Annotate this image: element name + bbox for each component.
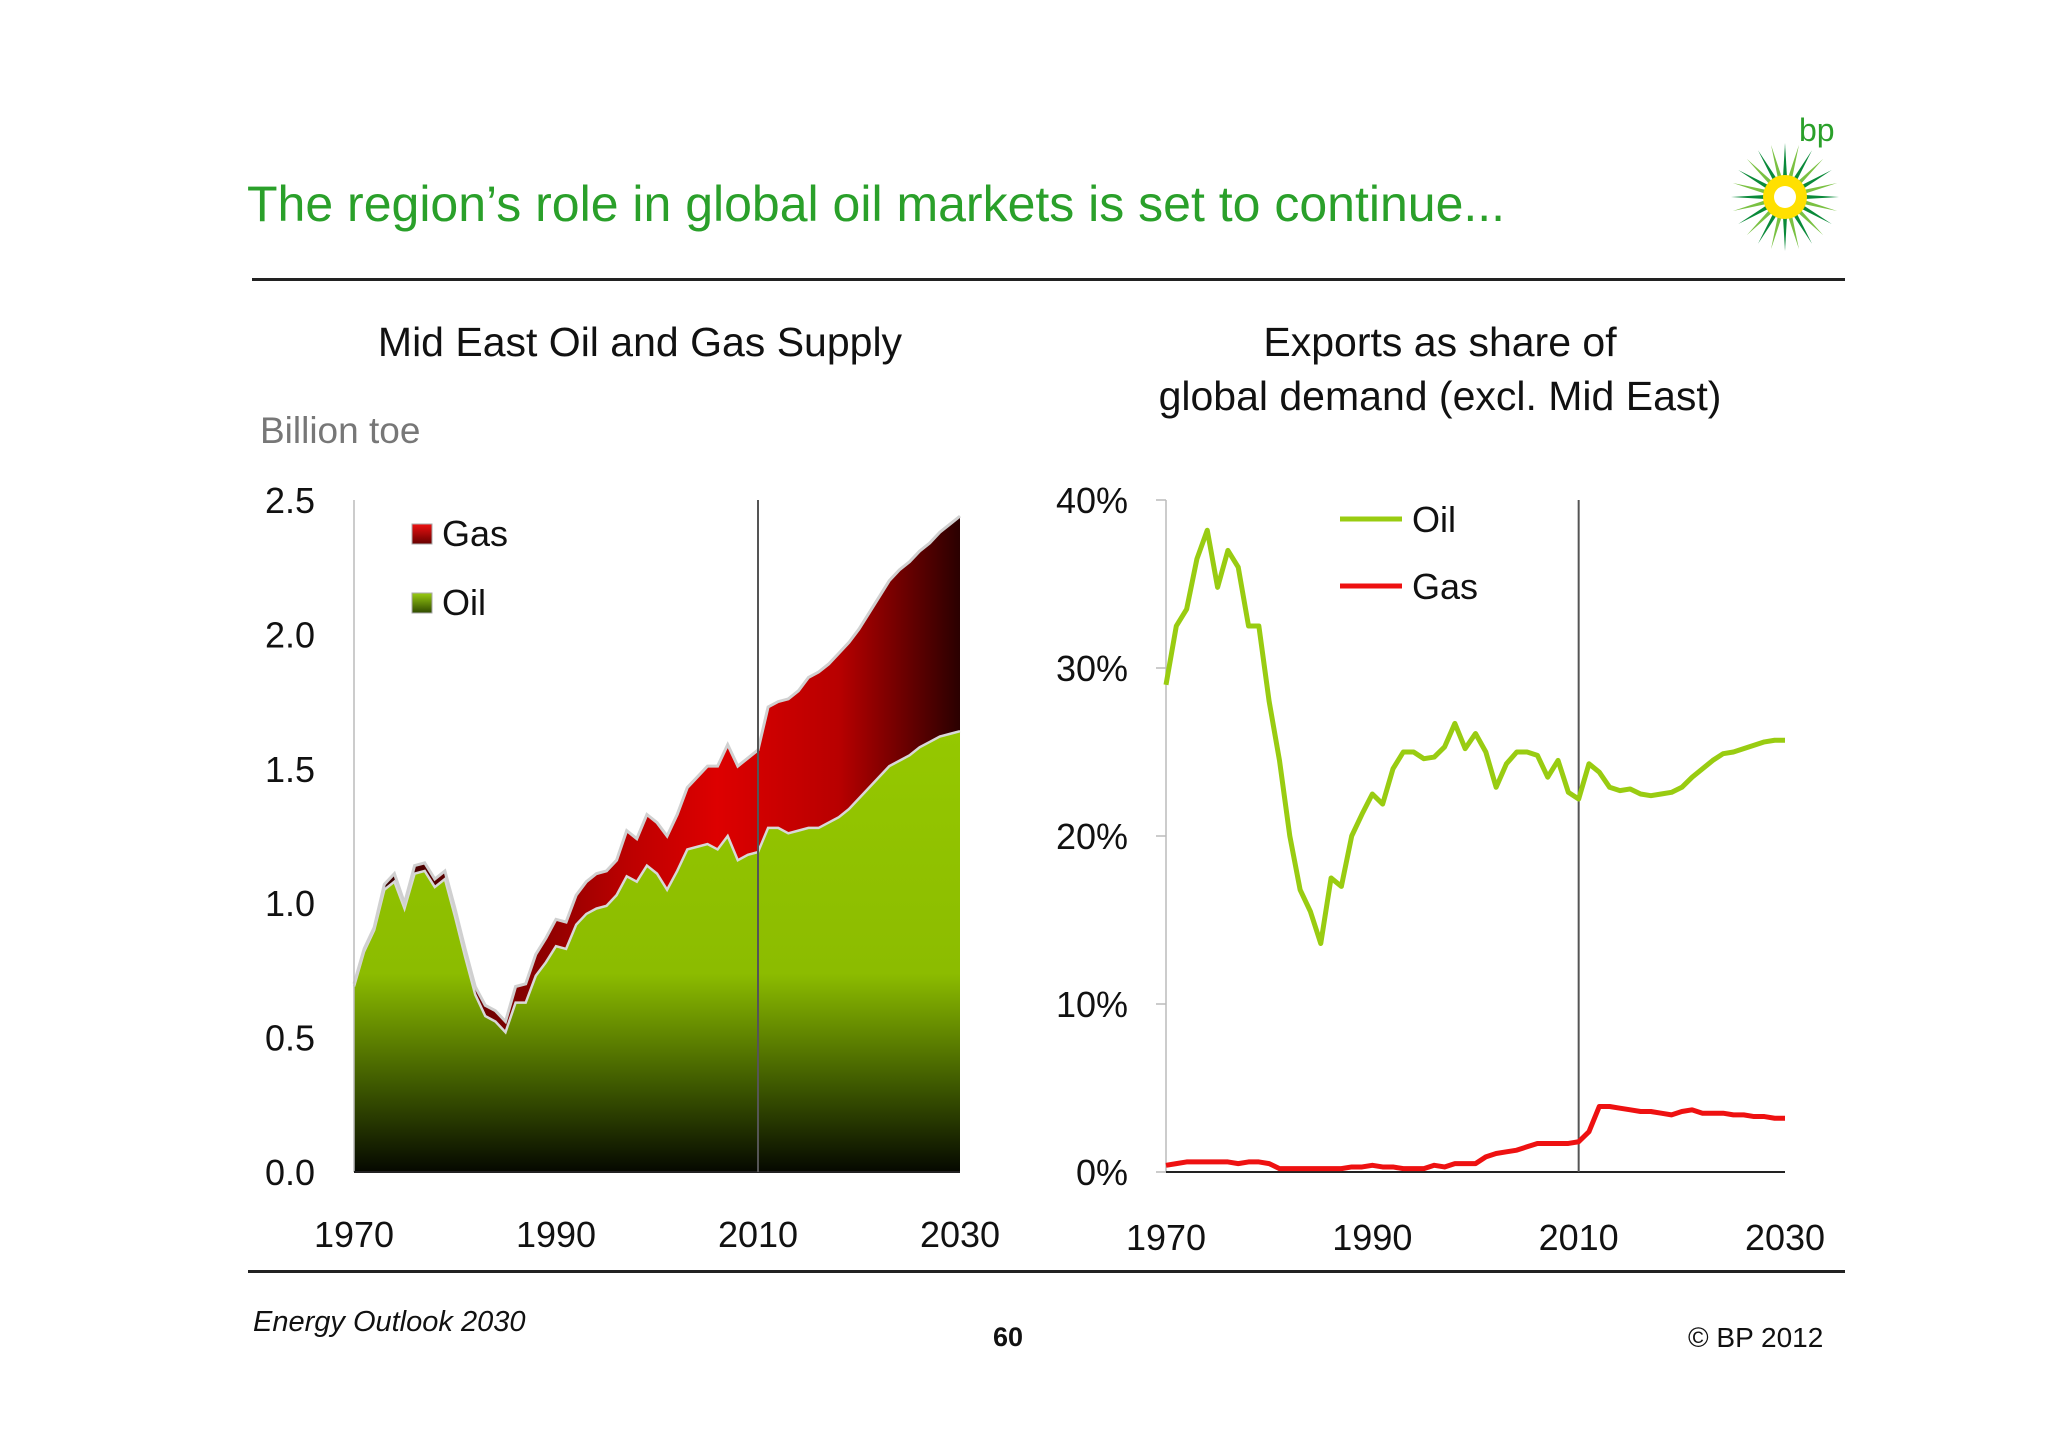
right-y-tick-label: 30% [1056, 648, 1128, 689]
right-y-tick-label: 10% [1056, 984, 1128, 1025]
helios-petal [1786, 144, 1799, 183]
helios-petal [1782, 212, 1788, 251]
helios-petal [1782, 143, 1788, 182]
right-chart-title-line-2: global demand (excl. Mid East) [1158, 373, 1722, 419]
helios-petal [1731, 194, 1770, 200]
footer-publication: Energy Outlook 2030 [253, 1306, 526, 1338]
left-y-tick-label: 2.0 [265, 614, 315, 655]
helios-petal [1800, 194, 1839, 200]
legend-gas-label: Gas [442, 513, 508, 554]
helios-petal [1746, 158, 1776, 188]
page-number: 60 [993, 1322, 1024, 1352]
helios-petal [1794, 206, 1824, 236]
legend-gas-label: Gas [1412, 566, 1478, 607]
gas-area [354, 516, 960, 1033]
helios-petal [1758, 150, 1780, 185]
left-y-tick-label: 0.0 [265, 1152, 315, 1193]
helios-petal [1758, 209, 1780, 244]
left-x-tick-label: 1970 [314, 1214, 394, 1255]
helios-petal [1786, 211, 1799, 250]
helios-center [1774, 186, 1796, 208]
helios-petal [1797, 170, 1832, 192]
right-y-tick-label: 40% [1056, 480, 1128, 521]
slide-title: The region’s role in global oil markets … [247, 176, 1506, 232]
helios-petal [1746, 206, 1776, 236]
left-chart-y-unit: Billion toe [260, 410, 421, 451]
header-rule [252, 278, 1845, 281]
copyright: © BP 2012 [1688, 1322, 1824, 1353]
helios-petal [1790, 150, 1812, 185]
right-x-tick-label: 1970 [1126, 1217, 1206, 1258]
left-x-tick-label: 1990 [516, 1214, 596, 1255]
helios-petal [1771, 211, 1784, 250]
legend-oil-label: Oil [1412, 499, 1456, 540]
left-y-tick-label: 2.5 [265, 480, 315, 521]
legend-oil-swatch [411, 592, 433, 614]
helios-petal [1732, 198, 1771, 211]
oil-export-line [1163, 527, 1785, 947]
right-x-tick-label: 1990 [1332, 1217, 1412, 1258]
oil-area-edge [352, 729, 961, 1035]
helios-petal [1738, 170, 1773, 192]
left-y-tick-label: 1.5 [265, 749, 315, 790]
helios-petal [1797, 202, 1832, 224]
helios-petal [1738, 202, 1773, 224]
helios-petal [1771, 144, 1784, 183]
helios-petal [1732, 183, 1771, 196]
helios-petal [1794, 158, 1824, 188]
footer-rule [248, 1270, 1845, 1273]
exports-line-chart: 0% 10% 20% 30% 40% 1970 1990 2010 2030 Oil Gas [1056, 480, 1825, 1258]
bp-logo-text: bp [1799, 112, 1835, 148]
right-chart-title: Exports as share of global demand (excl.… [1100, 315, 1780, 423]
helios-petal [1799, 183, 1838, 196]
legend-oil-label: Oil [442, 582, 486, 623]
left-x-tick-label: 2010 [718, 1214, 798, 1255]
left-x-tick-label: 2030 [920, 1214, 1000, 1255]
left-y-tick-label: 1.0 [265, 883, 315, 924]
legend-gas-swatch [411, 523, 433, 545]
helios-petal [1790, 209, 1812, 244]
oil-area [354, 731, 960, 1172]
right-x-tick-label: 2010 [1539, 1217, 1619, 1258]
gas-export-line [1165, 1103, 1785, 1172]
bp-helios-logo-icon [1731, 143, 1839, 251]
left-chart-title: Mid East Oil and Gas Supply [377, 319, 903, 365]
right-x-tick-label: 2030 [1745, 1217, 1825, 1258]
helios-petal [1799, 198, 1838, 211]
right-y-tick-label: 20% [1056, 816, 1128, 857]
right-chart-title-line-1: Exports as share of [1263, 319, 1617, 365]
left-y-tick-label: 0.5 [265, 1018, 315, 1059]
supply-area-chart: 0.0 0.5 1.0 1.5 2.0 2.5 1970 1990 2010 2030 Gas Oil [265, 480, 1000, 1255]
gas-area-edge [352, 514, 961, 1025]
right-y-tick-label: 0% [1076, 1152, 1128, 1193]
